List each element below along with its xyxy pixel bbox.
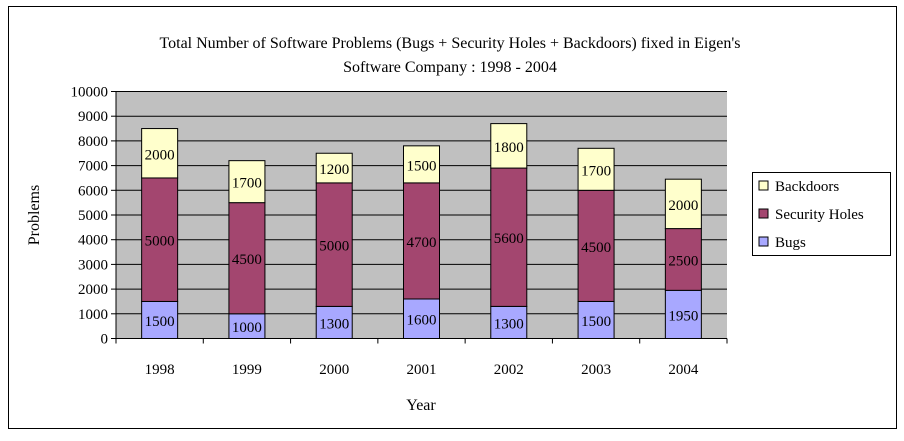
bar-bugs	[577, 300, 615, 340]
legend-swatch	[758, 208, 769, 219]
bar-security-holes	[490, 167, 528, 307]
bar-security-holes	[403, 182, 440, 300]
bar-backdoors	[141, 128, 179, 179]
bar-security-holes	[577, 189, 615, 302]
legend-swatch	[758, 236, 769, 247]
x-tick-label: 2001	[407, 362, 437, 378]
legend-label: Security Holes	[775, 207, 864, 223]
data-label: 1700	[581, 163, 611, 179]
x-tick-label: 2000	[319, 362, 349, 378]
legend-box	[752, 172, 891, 256]
bar-backdoors	[664, 178, 702, 230]
legend-label: Backdoors	[775, 179, 839, 195]
x-axis-label: Year	[406, 397, 436, 414]
bar-security-holes	[315, 182, 353, 307]
y-tick-label: 10000	[71, 85, 109, 101]
chart-title-line2: Software Company : 1998 - 2004	[343, 59, 557, 76]
data-label: 1600	[407, 313, 437, 329]
legend-label: Bugs	[775, 235, 806, 251]
data-label: 1300	[319, 316, 349, 332]
data-label: 2000	[145, 147, 175, 163]
data-label: 2500	[668, 253, 698, 269]
data-label: 4700	[407, 235, 437, 251]
y-tick-label: 2000	[78, 282, 108, 298]
bar-bugs	[490, 305, 528, 340]
bar-backdoors	[490, 123, 528, 169]
chart-title-line1: Total Number of Software Problems (Bugs …	[159, 35, 740, 52]
data-label: 1300	[494, 316, 524, 332]
data-label: 5600	[494, 231, 524, 247]
data-label: 1700	[232, 176, 262, 192]
legend: Backdoors Security Holes Bugs	[752, 172, 891, 256]
x-tick-label: 2003	[581, 362, 611, 378]
bar-backdoors	[403, 145, 440, 184]
data-label: 5000	[319, 239, 349, 255]
y-tick-label: 1000	[78, 307, 108, 323]
y-tick-label: 8000	[78, 134, 108, 150]
y-tick-label: 0	[101, 332, 109, 348]
data-label: 1800	[494, 140, 524, 156]
y-tick-label: 3000	[78, 257, 108, 273]
bar-backdoors	[577, 147, 615, 191]
x-tick-label: 1998	[145, 362, 175, 378]
data-label: 1000	[232, 320, 262, 336]
bar-security-holes	[228, 202, 266, 315]
bar-backdoors	[315, 152, 353, 184]
bar-bugs	[315, 305, 353, 340]
bar-security-holes	[141, 177, 179, 302]
bar-bugs	[228, 313, 266, 339]
y-tick-label: 6000	[78, 183, 108, 199]
y-tick-label: 7000	[78, 159, 108, 175]
data-label: 1500	[407, 158, 437, 174]
data-label: 4500	[581, 240, 611, 256]
data-label: 2000	[668, 198, 698, 214]
data-label: 4500	[232, 252, 262, 268]
x-tick-label: 2002	[494, 362, 524, 378]
data-label: 1500	[581, 314, 611, 330]
data-label: 5000	[145, 234, 175, 250]
data-label: 1950	[668, 308, 698, 324]
x-tick-label: 2004	[668, 362, 699, 378]
y-axis-label: Problems	[26, 185, 43, 245]
x-tick-label: 1999	[232, 362, 262, 378]
bar-security-holes	[664, 228, 702, 291]
data-label: 1500	[145, 314, 175, 330]
y-tick-label: 4000	[78, 233, 108, 249]
bar-bugs	[664, 289, 702, 339]
bar-backdoors	[228, 160, 266, 204]
y-tick-label: 5000	[78, 208, 108, 224]
data-label: 1200	[319, 162, 349, 178]
y-tick-label: 9000	[78, 109, 108, 125]
legend-swatch	[758, 180, 769, 191]
